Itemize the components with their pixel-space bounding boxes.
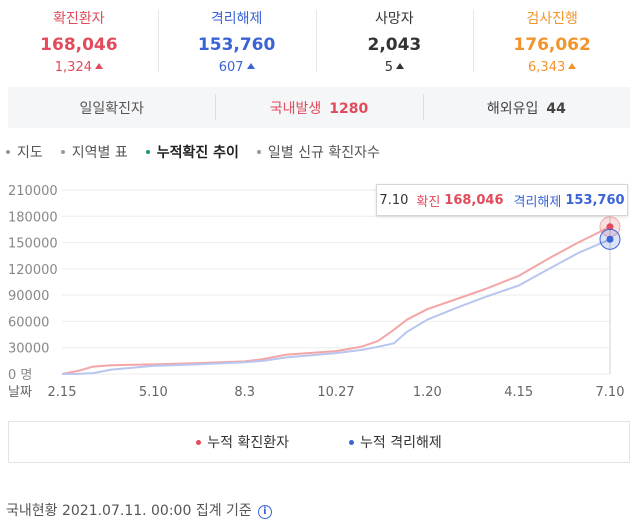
stat-released-label: 격리해제 xyxy=(210,11,263,27)
up-arrow-icon xyxy=(246,63,255,69)
stat-testing-delta: 6,343 xyxy=(473,60,631,76)
y-tick-label: 60000 xyxy=(8,315,49,330)
domestic-cell: 국내발생 1280 xyxy=(215,93,422,120)
legend-confirmed-label: 누적 확진환자 xyxy=(207,435,289,451)
up-arrow-icon xyxy=(94,63,103,69)
tab-daily-new-label: 일별 신규 확진자수 xyxy=(267,145,380,161)
tooltip-released-value: 153,760 xyxy=(565,192,625,208)
domestic-value: 1280 xyxy=(329,100,369,117)
footer-note: 국내현황 2021.07.11. 00:00 집계 기준 i xyxy=(6,500,272,520)
daily-title-cell: 일일확진자 xyxy=(8,98,215,118)
stat-released-delta-value: 607 xyxy=(218,60,244,75)
tab-map-label: 지도 xyxy=(17,145,43,161)
y-tick-label: 210000 xyxy=(8,184,58,199)
x-tick-label: 2.15 xyxy=(48,385,77,400)
x-tick-label: 7.10 xyxy=(596,385,625,400)
overseas-label: 해외유입 xyxy=(486,100,539,117)
stat-deaths: 사망자 2,043 5 xyxy=(315,0,474,78)
tooltip-released-label: 격리해제 xyxy=(513,194,562,210)
stat-released-delta: 607 xyxy=(158,60,316,76)
daily-title: 일일확진자 xyxy=(79,100,144,117)
bullet-icon xyxy=(145,150,150,154)
tab-cumulative-trend-label: 누적확진 추이 xyxy=(156,145,239,161)
x-tick-label: 1.20 xyxy=(413,385,442,400)
x-tick-label: 5.10 xyxy=(139,385,168,400)
chart-svg: 0 명 30000 60000 90000 120000 150000 180000 2100… xyxy=(8,184,625,400)
tab-daily-new[interactable]: 일별 신규 확진자수 xyxy=(256,142,380,162)
legend-item-released[interactable]: 누적 격리해제 xyxy=(349,432,442,452)
tooltip-date: 7.10 xyxy=(379,192,409,208)
view-tabs: 지도 지역별 표 누적확진 추이 일별 신규 확진자수 xyxy=(6,142,398,162)
overseas-value: 44 xyxy=(546,100,566,117)
tooltip-confirmed-value: 168,046 xyxy=(444,192,504,208)
stat-deaths-delta: 5 xyxy=(316,60,474,76)
stat-confirmed-value: 168,046 xyxy=(40,35,118,55)
y-tick-label: 120000 xyxy=(8,263,58,278)
y-tick-label: 90000 xyxy=(8,289,49,304)
stat-testing-value: 176,062 xyxy=(513,35,591,55)
tab-map[interactable]: 지도 xyxy=(6,142,43,162)
bullet-icon xyxy=(256,150,261,154)
bullet-icon xyxy=(6,150,10,154)
y-tick-label: 30000 xyxy=(8,342,49,357)
stat-released-value: 153,760 xyxy=(197,35,276,55)
stat-deaths-label: 사망자 xyxy=(375,11,414,27)
cumulative-chart[interactable]: 0 명 30000 60000 90000 120000 150000 180000 2100… xyxy=(0,176,631,406)
tab-cumulative-trend[interactable]: 누적확진 추이 xyxy=(145,142,239,162)
stats-bar: 확진환자 168,046 1,324 격리해제 153,760 607 사망자 … xyxy=(0,0,631,78)
legend-dot-released xyxy=(349,439,354,445)
stat-testing: 검사진행 176,062 6,343 xyxy=(473,0,631,78)
series-line-confirmed xyxy=(61,225,611,375)
stat-confirmed-delta-value: 1,324 xyxy=(54,60,92,75)
tooltip-confirmed-label: 확진 xyxy=(416,194,441,210)
chart-legend: 누적 확진환자 누적 격리해제 xyxy=(8,421,630,463)
data-point-confirmed xyxy=(606,223,614,231)
stat-testing-label: 검사진행 xyxy=(526,11,578,27)
domestic-label: 국내발생 xyxy=(269,100,322,117)
x-tick-label: 8.3 xyxy=(234,385,255,400)
x-tick-label: 4.15 xyxy=(504,385,533,400)
overseas-cell: 해외유입 44 xyxy=(422,93,630,120)
stat-deaths-value: 2,043 xyxy=(367,35,422,55)
x-axis-label: 날짜 xyxy=(8,385,32,400)
stat-released: 격리해제 153,760 607 xyxy=(157,0,316,78)
stat-testing-delta-value: 6,343 xyxy=(528,60,566,75)
legend-released-label: 누적 격리해제 xyxy=(360,435,442,451)
chart-tooltip: 7.10 확진 168,046 격리해제 153,760 xyxy=(376,184,628,216)
footer-text: 국내현황 2021.07.11. 00:00 집계 기준 xyxy=(6,503,252,519)
data-point-released xyxy=(606,235,614,243)
stat-confirmed: 확진환자 168,046 1,324 xyxy=(0,0,158,78)
up-arrow-icon xyxy=(568,63,577,69)
x-tick-label: 10.27 xyxy=(317,385,354,400)
series-line-released xyxy=(61,238,611,375)
tab-region-table[interactable]: 지역별 표 xyxy=(60,142,128,162)
legend-dot-confirmed xyxy=(196,439,202,445)
tab-region-table-label: 지역별 표 xyxy=(71,145,128,161)
daily-confirmed-bar: 일일확진자 국내발생 1280 해외유입 44 xyxy=(8,87,630,128)
y-tick-label: 180000 xyxy=(8,210,58,225)
bullet-icon xyxy=(60,150,65,154)
legend-item-confirmed[interactable]: 누적 확진환자 xyxy=(196,432,289,452)
stat-deaths-delta-value: 5 xyxy=(384,60,394,75)
up-arrow-icon xyxy=(396,63,405,69)
stat-confirmed-label: 확진환자 xyxy=(53,11,105,27)
y-tick-label: 0 명 xyxy=(8,368,32,383)
y-tick-label: 150000 xyxy=(8,237,58,252)
stat-confirmed-delta: 1,324 xyxy=(0,60,158,76)
info-icon[interactable]: i xyxy=(257,505,272,519)
